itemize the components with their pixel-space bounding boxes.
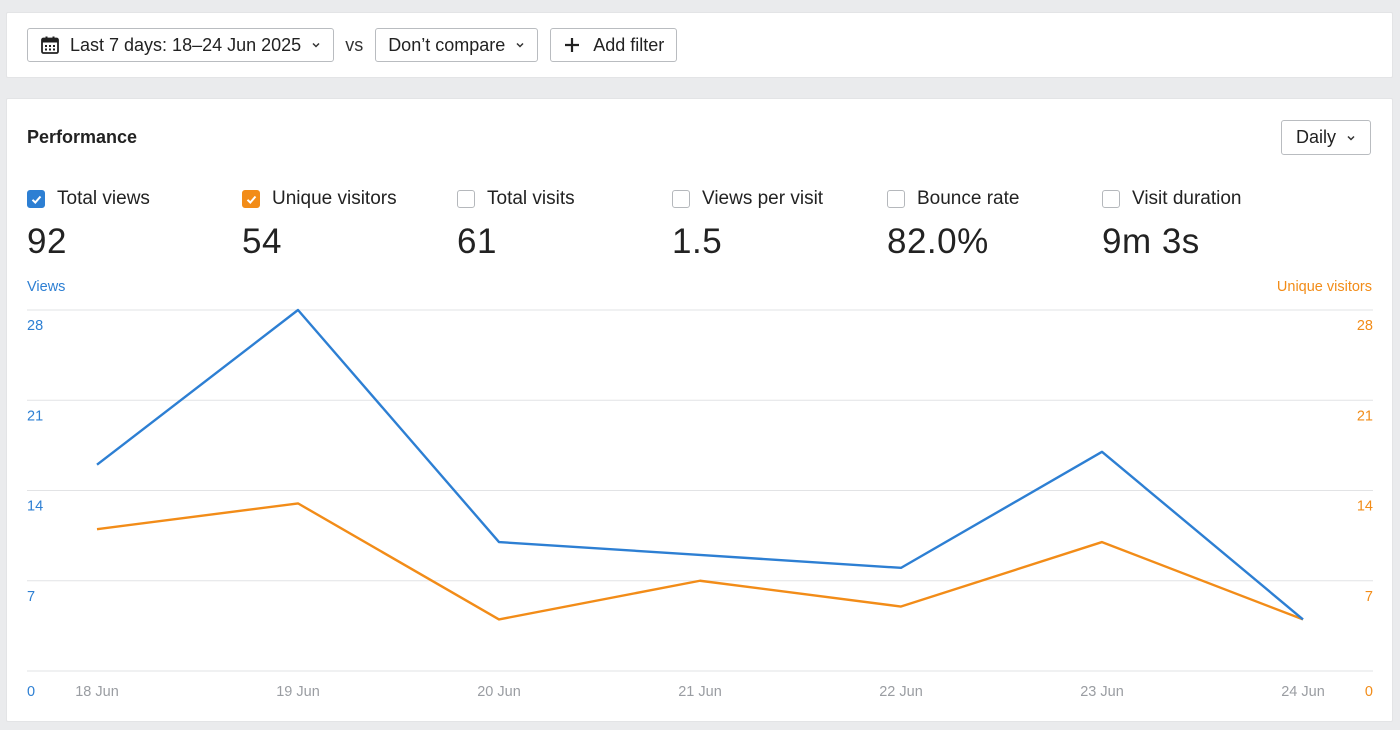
checkbox-unchecked-icon[interactable]: [1102, 190, 1120, 208]
interval-label: Daily: [1295, 127, 1336, 147]
series-line-unique-visitors: [96, 502, 1304, 621]
metric-bounce-rate: Bounce rate 82.0%: [887, 187, 1097, 262]
metric-label: Total visits: [487, 188, 575, 209]
right-tick-label: 21: [1357, 408, 1373, 424]
metric-toggle-visit-duration[interactable]: Visit duration: [1102, 187, 1312, 211]
metric-value: 54: [242, 222, 282, 261]
metric-views-per-visit: Views per visit 1.5: [672, 187, 882, 262]
right-axis-title: Unique visitors: [1276, 279, 1372, 295]
plus-icon: [565, 38, 580, 52]
compare-label: Don’t compare: [388, 34, 506, 55]
calendar-icon: [41, 36, 59, 54]
interval-dropdown[interactable]: Daily: [1280, 120, 1371, 155]
metric-value: 1.5: [672, 222, 723, 261]
add-filter-label: Add filter: [593, 34, 665, 55]
metric-label: Total views: [57, 188, 150, 209]
compare-dropdown[interactable]: Don’t compare: [375, 28, 539, 62]
checkbox-unchecked-icon[interactable]: [457, 190, 475, 208]
panel-title: Performance: [27, 127, 138, 147]
date-range-picker[interactable]: Last 7 days: 18–24 Jun 2025: [27, 28, 335, 62]
x-tick-label: 24 Jun: [1281, 684, 1325, 700]
metric-toggle-bounce-rate[interactable]: Bounce rate: [887, 187, 1097, 211]
right-tick-label: 14: [1357, 499, 1373, 515]
left-tick-label: 0: [27, 684, 35, 700]
left-tick-label: 14: [27, 499, 43, 515]
metric-unique-visitors: Unique visitors 54: [242, 187, 452, 262]
x-tick-label: 18 Jun: [75, 684, 119, 700]
x-tick-label: 23 Jun: [1080, 684, 1124, 700]
right-tick-label: 28: [1357, 318, 1373, 334]
metric-toggle-unique-visitors[interactable]: Unique visitors: [242, 187, 452, 211]
checkbox-unchecked-icon[interactable]: [887, 190, 905, 208]
left-axis-title: Views: [27, 279, 66, 295]
x-tick-label: 21 Jun: [678, 684, 722, 700]
right-tick-label: 7: [1365, 589, 1373, 605]
vs-label: vs: [345, 34, 364, 55]
chevron-down-icon: [1347, 135, 1355, 141]
line-chart: 0 0 7 7 14 14 21 21 28 28 18 Jun 19 Jun 20 Jun 21 Jun…: [27, 308, 1373, 700]
metric-total-visits: Total visits 61: [457, 187, 667, 262]
checkbox-checked-icon[interactable]: [27, 190, 45, 208]
x-tick-label: 19 Jun: [276, 684, 320, 700]
series-line-views: [96, 308, 1304, 621]
chevron-down-icon: [312, 42, 320, 48]
checkbox-unchecked-icon[interactable]: [672, 190, 690, 208]
x-tick-label: 20 Jun: [477, 684, 521, 700]
metric-value: 61: [457, 222, 497, 261]
metric-toggle-views-per-visit[interactable]: Views per visit: [672, 187, 882, 211]
metric-toggle-total-visits[interactable]: Total visits: [457, 187, 667, 211]
metric-visit-duration: Visit duration 9m 3s: [1102, 187, 1312, 262]
filter-toolbar: Last 7 days: 18–24 Jun 2025 vs Don’t com…: [6, 12, 1393, 78]
metric-total-views: Total views 92: [27, 187, 237, 262]
chevron-down-icon: [516, 42, 524, 48]
left-tick-label: 21: [27, 408, 43, 424]
metric-label: Bounce rate: [917, 188, 1020, 209]
left-tick-label: 7: [27, 589, 35, 605]
performance-panel: Performance Daily Total views 92 Unique …: [6, 98, 1393, 722]
date-range-label: Last 7 days: 18–24 Jun 2025: [70, 34, 302, 55]
add-filter-button[interactable]: Add filter: [550, 28, 678, 62]
checkbox-checked-icon[interactable]: [242, 190, 260, 208]
metric-label: Visit duration: [1132, 188, 1242, 209]
metric-value: 82.0%: [887, 222, 989, 261]
x-tick-label: 22 Jun: [879, 684, 923, 700]
left-tick-label: 28: [27, 318, 43, 334]
metric-toggle-total-views[interactable]: Total views: [27, 187, 237, 211]
metric-value: 92: [27, 222, 67, 261]
metric-value: 9m 3s: [1102, 222, 1200, 261]
metric-label: Views per visit: [702, 188, 824, 209]
metric-label: Unique visitors: [272, 188, 397, 209]
right-tick-label: 0: [1365, 684, 1373, 700]
